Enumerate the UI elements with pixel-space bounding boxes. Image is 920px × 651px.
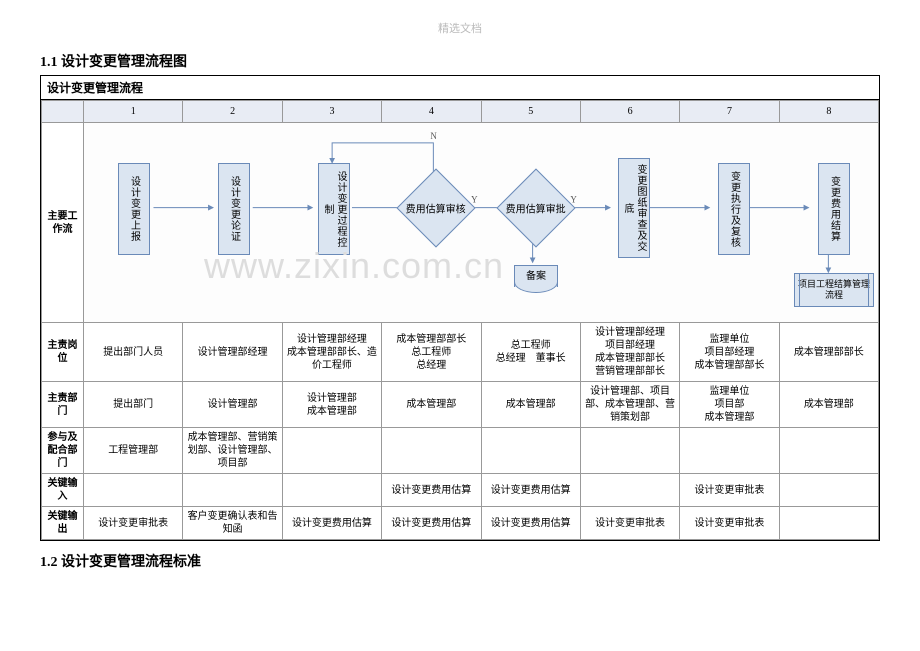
page-header: 精选文档 <box>40 20 880 36</box>
col-8: 8 <box>779 101 878 123</box>
coop-1: 工程管理部 <box>84 428 183 474</box>
pos-4: 成本管理部部长总工程师总经理 <box>382 323 481 382</box>
coop-2: 成本管理部、营销策划部、设计管理部、项目部 <box>183 428 282 474</box>
dept-5: 成本管理部 <box>481 382 580 428</box>
row-keyout: 关键输出 设计变更审批表 客户变更确认表和告知函 设计变更费用估算 设计变更费用… <box>42 507 879 540</box>
kin-7: 设计变更审批表 <box>680 474 779 507</box>
kout-5: 设计变更费用估算 <box>481 507 580 540</box>
kout-4: 设计变更费用估算 <box>382 507 481 540</box>
pos-2: 设计管理部经理 <box>183 323 282 382</box>
flowchart-container: 设计变更管理流程 1 2 3 4 5 6 7 8 主要工作流 <box>40 75 880 541</box>
pos-5: 总工程师总经理 董事长 <box>481 323 580 382</box>
flow-title: 设计变更管理流程 <box>41 76 879 100</box>
col-6: 6 <box>580 101 679 123</box>
node-8: 变更费用结算 <box>818 163 850 255</box>
row-label-coop: 参与及配合部门 <box>42 428 84 474</box>
kout-3: 设计变更费用估算 <box>282 507 381 540</box>
kout-6: 设计变更审批表 <box>580 507 679 540</box>
kin-5: 设计变更费用估算 <box>481 474 580 507</box>
kout-7: 设计变更审批表 <box>680 507 779 540</box>
node-6: 变更图纸审查及交底 <box>618 158 650 258</box>
row-label-keyin: 关键输入 <box>42 474 84 507</box>
column-header-row: 1 2 3 4 5 6 7 8 <box>42 101 879 123</box>
pos-7: 监理单位项目部经理成本管理部部长 <box>680 323 779 382</box>
kout-2: 客户变更确认表和告知函 <box>183 507 282 540</box>
node-3: 设计变更过程控制 <box>318 163 350 255</box>
dept-4: 成本管理部 <box>382 382 481 428</box>
coop-6 <box>580 428 679 474</box>
row-dept: 主责部门 提出部门 设计管理部 设计管理部成本管理部 成本管理部 成本管理部 设… <box>42 382 879 428</box>
section-2-title: 1.2 设计变更管理流程标准 <box>40 551 880 571</box>
row-label-keyout: 关键输出 <box>42 507 84 540</box>
coop-5 <box>481 428 580 474</box>
kin-2 <box>183 474 282 507</box>
kin-3 <box>282 474 381 507</box>
col-3: 3 <box>282 101 381 123</box>
row-keyin: 关键输入 设计变更费用估算 设计变更费用估算 设计变更审批表 <box>42 474 879 507</box>
col-5: 5 <box>481 101 580 123</box>
flow-connectors: N Y Y <box>84 123 878 322</box>
kin-8 <box>779 474 878 507</box>
dept-6: 设计管理部、项目部、成本管理部、营销策划部 <box>580 382 679 428</box>
node-7: 变更执行及复核 <box>718 163 750 255</box>
row-position: 主责岗位 提出部门人员 设计管理部经理 设计管理部经理成本管理部部长、造价工程师… <box>42 323 879 382</box>
node-8-subprocess: 项目工程结算管理流程 <box>794 273 874 307</box>
svg-text:N: N <box>430 131 437 141</box>
flow-canvas: N Y Y www.zixin.com.cn 设计变更上报 设计变更论证 设计变… <box>84 123 878 322</box>
node-2: 设计变更论证 <box>218 163 250 255</box>
row-label-dept: 主责部门 <box>42 382 84 428</box>
kout-8 <box>779 507 878 540</box>
pos-1: 提出部门人员 <box>84 323 183 382</box>
col-7: 7 <box>680 101 779 123</box>
kin-4: 设计变更费用估算 <box>382 474 481 507</box>
node-1: 设计变更上报 <box>118 163 150 255</box>
pos-6: 设计管理部经理项目部经理成本管理部部长营销管理部部长 <box>580 323 679 382</box>
coop-7 <box>680 428 779 474</box>
node-5-doc: 备案 <box>514 265 558 287</box>
kin-1 <box>84 474 183 507</box>
section-1-title: 1.1 设计变更管理流程图 <box>40 51 880 71</box>
kin-6 <box>580 474 679 507</box>
col-2: 2 <box>183 101 282 123</box>
svg-text:Y: Y <box>471 195 478 205</box>
dept-7: 监理单位项目部成本管理部 <box>680 382 779 428</box>
coop-4 <box>382 428 481 474</box>
row-label-position: 主责岗位 <box>42 323 84 382</box>
dept-1: 提出部门 <box>84 382 183 428</box>
col-4: 4 <box>382 101 481 123</box>
coop-8 <box>779 428 878 474</box>
dept-2: 设计管理部 <box>183 382 282 428</box>
dept-3: 设计管理部成本管理部 <box>282 382 381 428</box>
row-coop: 参与及配合部门 工程管理部 成本管理部、营销策划部、设计管理部、项目部 <box>42 428 879 474</box>
workflow-row: 主要工作流 <box>42 123 879 323</box>
row-label-workflow: 主要工作流 <box>42 123 84 323</box>
col-1: 1 <box>84 101 183 123</box>
pos-8: 成本管理部部长 <box>779 323 878 382</box>
flow-table: 1 2 3 4 5 6 7 8 主要工作流 <box>41 100 879 540</box>
coop-3 <box>282 428 381 474</box>
kout-1: 设计变更审批表 <box>84 507 183 540</box>
dept-8: 成本管理部 <box>779 382 878 428</box>
pos-3: 设计管理部经理成本管理部部长、造价工程师 <box>282 323 381 382</box>
